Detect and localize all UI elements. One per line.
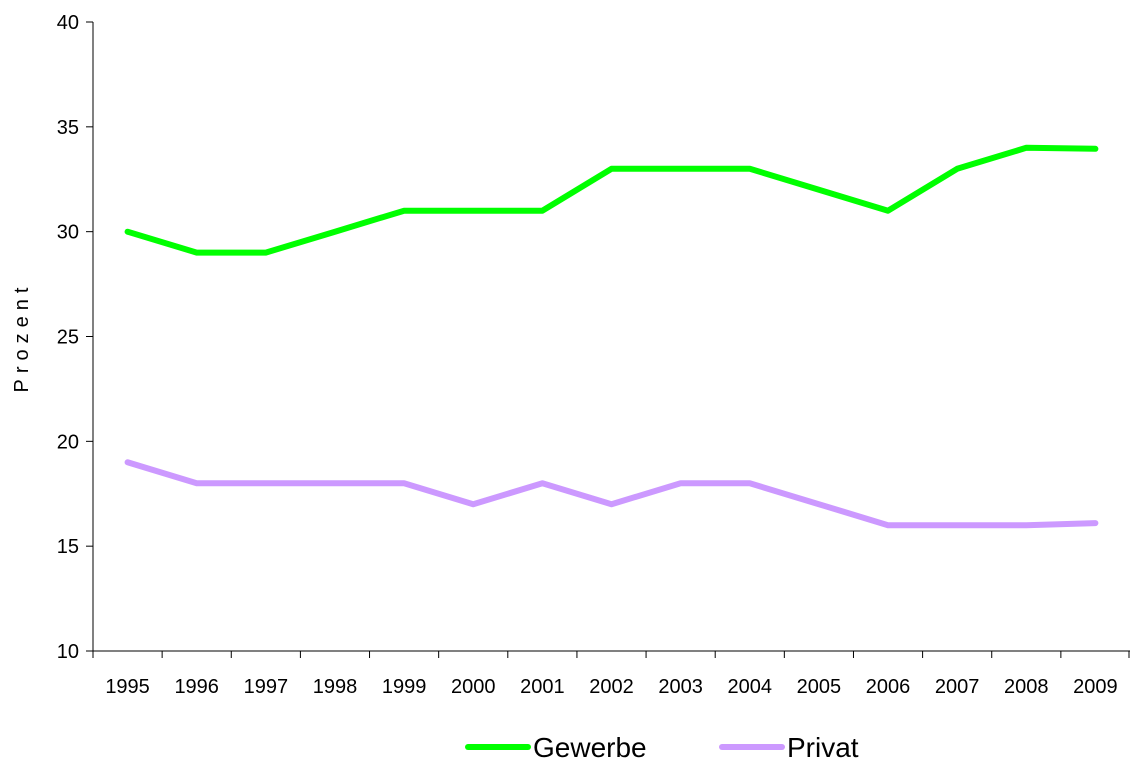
x-tick-label: 2005 xyxy=(797,676,842,698)
y-axis: 10 15 20 25 30 35 40 xyxy=(57,12,94,663)
x-tick-label: 2007 xyxy=(935,676,980,698)
x-tick-label: 1995 xyxy=(105,676,150,698)
series-line-gewerbe xyxy=(124,144,1099,256)
y-tick-label: 35 xyxy=(57,117,79,139)
y-tick-label: 40 xyxy=(57,12,79,34)
legend: Gewerbe Privat xyxy=(465,732,859,763)
x-tick-label: 1998 xyxy=(313,676,358,698)
x-tick-label: 2009 xyxy=(1073,676,1118,698)
y-tick-label: 30 xyxy=(57,222,79,244)
y-tick-label: 20 xyxy=(57,431,79,453)
x-tick-label: 2008 xyxy=(1004,676,1049,698)
x-tick-label: 2004 xyxy=(728,676,773,698)
x-tick-label: 2006 xyxy=(866,676,911,698)
x-tick-label: 2003 xyxy=(658,676,703,698)
legend-label-gewerbe: Gewerbe xyxy=(533,732,647,763)
x-tick-label: 2000 xyxy=(451,676,496,698)
series-layer xyxy=(124,144,1099,529)
x-tick-label: 1999 xyxy=(382,676,427,698)
series-line-privat xyxy=(124,459,1099,529)
x-tick-label: 2002 xyxy=(589,676,634,698)
x-tick-label: 1997 xyxy=(244,676,289,698)
y-tick-label: 15 xyxy=(57,536,79,558)
y-tick-label: 25 xyxy=(57,327,79,349)
x-tick-label: 1996 xyxy=(174,676,219,698)
legend-label-privat: Privat xyxy=(787,732,859,763)
y-axis-title: Prozent xyxy=(11,282,33,393)
x-tick-label: 2001 xyxy=(520,676,565,698)
y-tick-label: 10 xyxy=(57,641,79,663)
x-axis: 1995 1996 1997 1998 1999 2000 2001 2002 2003 2004… xyxy=(92,650,1130,698)
